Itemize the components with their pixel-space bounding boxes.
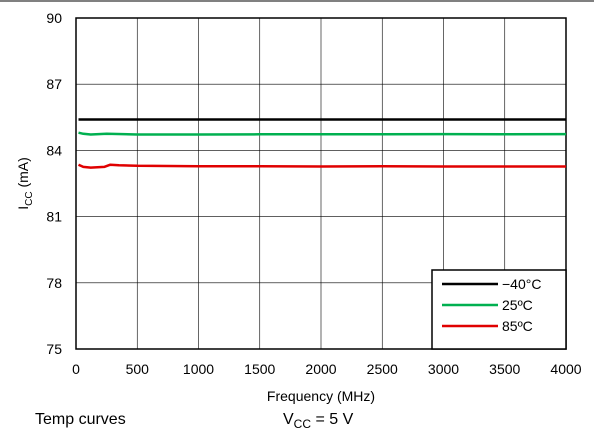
legend-label-1: 25ºC [502,297,533,313]
legend-label-0: −40°C [502,276,541,292]
series-line-1 [78,131,567,136]
x-tick-label: 500 [126,361,150,377]
x-tick-label: 1000 [183,361,214,377]
series-line-2 [77,163,566,169]
y-axis-title: ICC (mA) [15,157,35,210]
x-tick-labels: 0 500 1000 1500 2000 2500 3000 3500 4000 [72,361,582,377]
grid [76,18,566,349]
x-tick-label: 2500 [367,361,398,377]
x-tick-label: 1500 [244,361,275,377]
x-tick-label: 4000 [550,361,581,377]
x-tick-label: 3500 [489,361,520,377]
legend-label-2: 85ºC [502,318,533,334]
legend-box [431,269,567,350]
y-tick-label: 90 [46,10,62,26]
caption-vcc: VCC = 5 V [283,411,354,432]
legend: −40°C 25ºC 85ºC [431,269,567,350]
y-tick-label: 78 [46,275,62,291]
x-tick-label: 0 [72,361,80,377]
x-axis-title: Frequency (MHz) [267,388,375,404]
x-tick-label: 3000 [428,361,459,377]
y-tick-label: 81 [46,209,62,225]
plot-frame [75,17,567,350]
y-tick-labels: 75 78 81 84 87 90 [46,10,62,357]
y-tick-label: 84 [46,142,62,158]
y-tick-label: 87 [46,76,62,92]
series-lines [77,118,567,169]
y-tick-label: 75 [46,341,62,357]
caption-temp-curves: Temp curves [35,411,126,428]
x-tick-label: 2000 [305,361,336,377]
